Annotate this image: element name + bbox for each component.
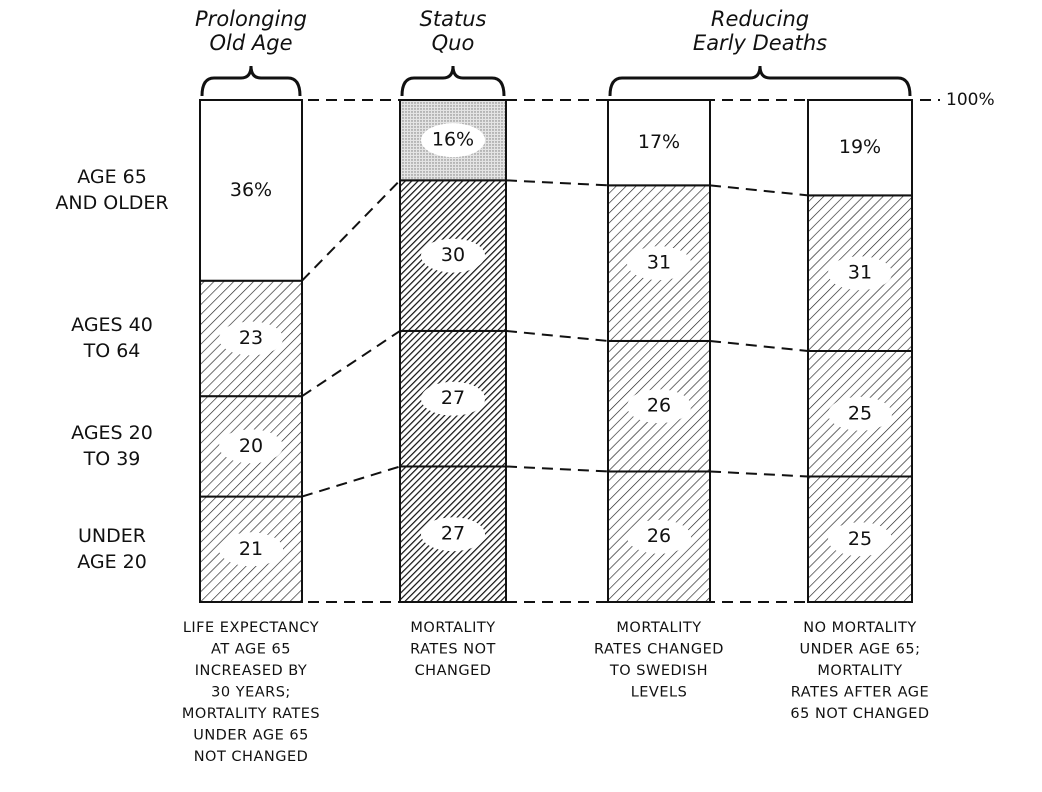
value-label: 21 [239, 538, 263, 560]
bar-segment [807, 99, 913, 197]
legend-label: AGE 20 [77, 551, 147, 573]
y-tick-label: 100% [946, 90, 995, 110]
group-label: Early Deaths [693, 31, 827, 55]
category-label: UNDER AGE 65 [193, 728, 309, 744]
label-background [421, 238, 485, 273]
group-label: Old Age [210, 31, 293, 55]
category-label: 65 NOT CHANGED [790, 706, 929, 722]
connector [709, 339, 809, 352]
connector [505, 179, 609, 187]
value-label: 26 [647, 395, 671, 417]
label-background [828, 256, 892, 291]
category-label: INCREASED BY [195, 663, 308, 679]
connector [709, 470, 809, 478]
label-background [627, 519, 691, 554]
value-label: 30 [441, 244, 465, 266]
group-label: Reducing [711, 7, 809, 31]
category-label: RATES CHANGED [594, 642, 724, 658]
value-label: 20 [239, 435, 263, 457]
legend-label: AGES 40 [71, 314, 153, 336]
bar-segment [199, 99, 303, 282]
value-label: 26 [647, 525, 671, 547]
category-label: LIFE EXPECTANCY [183, 620, 319, 636]
category-label: CHANGED [415, 663, 492, 679]
value-label: 27 [441, 387, 465, 409]
category-label: MORTALITY [817, 663, 902, 679]
label-background [219, 429, 283, 464]
category-label: RATES NOT [410, 642, 496, 658]
bar-segment [607, 470, 711, 604]
connector [505, 465, 609, 473]
category-label: 30 YEARS; [211, 685, 291, 701]
legend-label: UNDER [78, 525, 146, 547]
connector [301, 330, 401, 398]
legend-label: AGES 20 [71, 422, 153, 444]
brace [200, 65, 302, 97]
connector [301, 179, 401, 282]
connector [505, 329, 609, 342]
value-label: 25 [848, 528, 872, 550]
bar-segment [607, 99, 711, 187]
group-label: Quo [432, 31, 475, 55]
category-label: NO MORTALITY [803, 620, 917, 636]
category-label: MORTALITY [616, 620, 701, 636]
brace [608, 65, 912, 97]
value-label: 17% [638, 131, 680, 153]
brace [400, 65, 506, 97]
connector [709, 184, 809, 197]
value-label: 16% [432, 129, 474, 151]
label-background [828, 396, 892, 431]
value-label: 25 [848, 402, 872, 424]
category-label: UNDER AGE 65; [800, 642, 921, 658]
legend-label: TO 39 [83, 448, 141, 470]
label-background [219, 321, 283, 356]
legend-label: TO 64 [83, 340, 141, 362]
category-label: RATES AFTER AGE [791, 685, 929, 701]
label-background [219, 532, 283, 567]
label-background [421, 123, 485, 158]
category-label: LEVELS [631, 685, 688, 701]
value-label: 31 [848, 262, 872, 284]
category-label: MORTALITY [410, 620, 495, 636]
value-label: 31 [647, 252, 671, 274]
label-background [421, 517, 485, 552]
value-label: 36% [230, 179, 272, 201]
category-label: NOT CHANGED [194, 749, 309, 765]
category-label: AT AGE 65 [211, 642, 291, 658]
legend-label: AND OLDER [55, 192, 168, 214]
label-background [421, 381, 485, 416]
label-background [627, 389, 691, 424]
label-background [627, 246, 691, 281]
value-label: 19% [839, 136, 881, 158]
group-label: Status [420, 7, 487, 31]
label-background [828, 522, 892, 557]
legend-label: AGE 65 [77, 166, 147, 188]
connector [301, 465, 401, 498]
group-label: Prolonging [195, 7, 307, 31]
value-label: 27 [441, 523, 465, 545]
value-label: 23 [239, 327, 263, 349]
category-label: TO SWEDISH [609, 663, 708, 679]
category-label: MORTALITY RATES [182, 706, 320, 722]
